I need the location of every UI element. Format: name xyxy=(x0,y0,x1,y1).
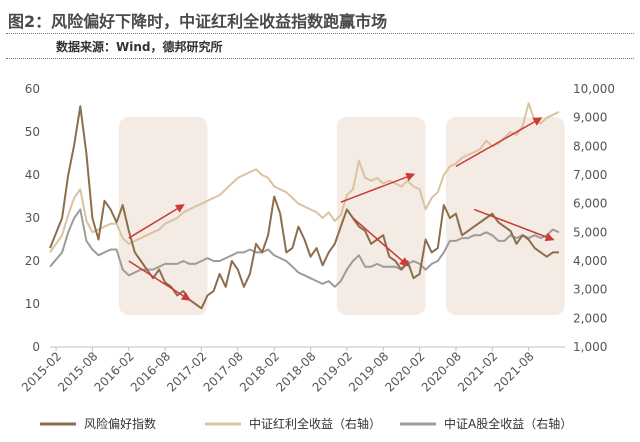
trend-arrows xyxy=(128,117,555,301)
legend-label: 风险偏好指数 xyxy=(84,416,156,431)
shaded-period-2 xyxy=(336,117,426,315)
data-source: 数据来源：Wind，德邦研究所 xyxy=(56,40,223,54)
y-right-tick-label: 6,000 xyxy=(573,197,607,211)
chart-area: 0 10 20 30 40 50 60 1,000 2,000 3,000 4,000 5,000 6,… xyxy=(19,82,615,431)
shaded-period-1 xyxy=(118,117,208,315)
trend-arrow-3 xyxy=(340,172,416,203)
y-right-tick-label: 3,000 xyxy=(573,283,607,297)
trend-arrow-1 xyxy=(128,204,185,239)
legend-label: 中证A股全收益（右轴） xyxy=(444,416,572,431)
y-left-tick-label: 20 xyxy=(25,254,40,268)
chart-title: 图2：风险偏好下降时，中证红利全收益指数跑赢市场 xyxy=(8,12,388,31)
y-right-tick-label: 4,000 xyxy=(573,254,607,268)
y-right-tick-label: 8,000 xyxy=(573,139,607,153)
series-line-1 xyxy=(49,105,559,310)
header-divider-top xyxy=(6,33,634,34)
y-left-tick-label: 30 xyxy=(25,211,40,225)
trend-arrow-6 xyxy=(473,208,555,242)
shaded-periods xyxy=(118,117,565,315)
y-left-tick-label: 50 xyxy=(25,125,40,139)
y-right-tick-label: 7,000 xyxy=(573,168,607,182)
series-line-2 xyxy=(49,102,560,253)
legend: 风险偏好指数 中证红利全收益（右轴） 中证A股全收益（右轴） xyxy=(40,416,572,431)
y-left-tick-label: 60 xyxy=(25,82,40,96)
header-divider-bottom xyxy=(6,58,634,59)
y-right-tick-label: 1,000 xyxy=(573,340,607,354)
y-right-tick-label: 9,000 xyxy=(573,111,607,125)
series-line-3 xyxy=(49,208,560,288)
y-left-tick-label: 40 xyxy=(25,168,40,182)
y-left-tick-label: 0 xyxy=(32,340,40,354)
trend-arrow-2 xyxy=(128,260,191,301)
y-right-tick-label: 5,000 xyxy=(573,225,607,239)
chart-header: 图2：风险偏好下降时，中证红利全收益指数跑赢市场 数据来源：Wind，德邦研究所 xyxy=(0,0,640,62)
x-tick-label: 2021-08 xyxy=(491,349,536,394)
y-left-tick-label: 10 xyxy=(25,297,40,311)
legend-label: 中证红利全收益（右轴） xyxy=(249,416,381,431)
series-lines xyxy=(49,102,560,310)
shaded-period-3 xyxy=(445,117,565,315)
y-right-tick-label: 2,000 xyxy=(573,311,607,325)
trend-arrow-4 xyxy=(352,217,409,267)
y-right-tick-label: 10,000 xyxy=(573,82,615,96)
trend-arrow-5 xyxy=(455,117,543,168)
